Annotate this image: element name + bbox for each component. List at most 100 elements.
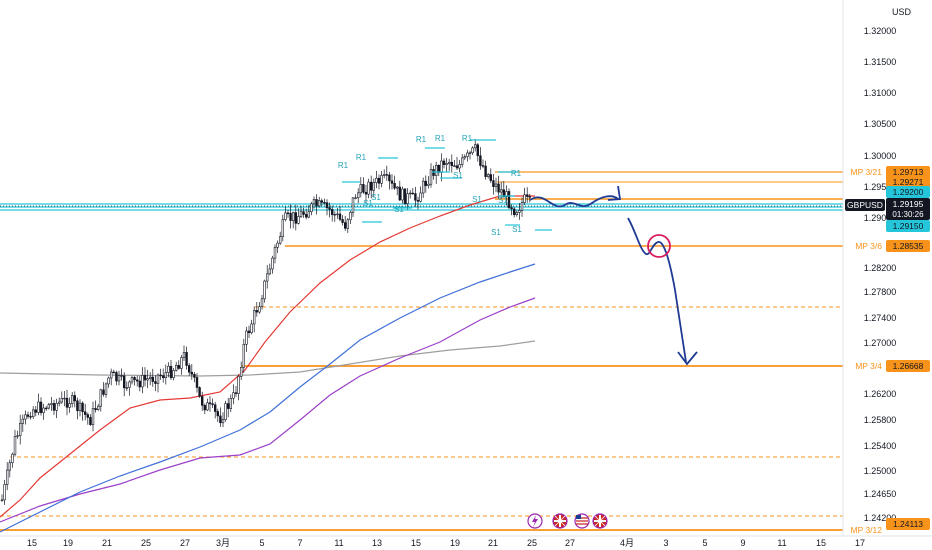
horizontal-levels[interactable] (0, 171, 843, 531)
candle (317, 196, 321, 208)
price-tick: 1.31000 (864, 88, 897, 98)
target-circle[interactable] (647, 234, 671, 258)
candle (343, 216, 347, 231)
level-label: MP 3/6 (855, 241, 882, 251)
candle (123, 372, 126, 397)
candle (354, 194, 357, 200)
candle (39, 397, 43, 416)
lightning-icon[interactable] (527, 513, 543, 529)
price-tick: 1.31500 (864, 57, 897, 67)
uk-flag-icon[interactable] (552, 513, 568, 529)
last-price: 1.29195 (893, 199, 924, 209)
candle (193, 371, 196, 383)
time-tick: 17 (855, 538, 865, 548)
price-badge: 1.28535 (893, 241, 924, 251)
candle (388, 171, 391, 190)
candle (221, 412, 225, 428)
candle (403, 187, 407, 205)
candle (18, 414, 22, 445)
price-tick: 1.28200 (864, 263, 897, 273)
candle (11, 452, 14, 468)
candle (234, 386, 238, 397)
price-badge: 1.29150 (893, 221, 924, 231)
candle (172, 368, 175, 381)
candle (325, 199, 329, 216)
time-tick: 9 (740, 538, 745, 548)
candle (421, 177, 425, 199)
candle (167, 362, 170, 378)
candle (232, 384, 235, 405)
time-tick: 21 (102, 538, 112, 548)
level-labels: MP 3/21 MP 3/6 MP 3/4 MP 3/12 (850, 167, 882, 535)
candle (110, 368, 113, 386)
candle (333, 211, 336, 222)
candle (502, 180, 505, 198)
candle (24, 410, 27, 425)
candle (206, 398, 209, 412)
candle (84, 403, 87, 421)
candle (242, 338, 245, 373)
candle (201, 391, 204, 411)
level-label: MP 3/4 (855, 361, 882, 371)
candle (73, 391, 77, 408)
candle (406, 188, 409, 210)
event-icons[interactable] (527, 513, 608, 529)
projection-down-path[interactable] (627, 217, 687, 363)
pivot-label: S1 (491, 228, 501, 237)
candle (255, 302, 258, 317)
candle (120, 368, 123, 381)
ma-purple-line[interactable] (0, 297, 536, 523)
candlesticks[interactable] (0, 139, 532, 505)
candle (414, 186, 417, 207)
price-badge: 1.24113 (893, 519, 923, 529)
projection-drawing[interactable] (529, 185, 698, 366)
time-axis-ticks: 15 19 21 25 27 3月 5 7 11 13 15 19 21 25 27 4月 3 5 9 11 15 17 (27, 538, 865, 548)
candle (211, 398, 214, 408)
candle (258, 302, 261, 314)
price-badge: 1.29713 (893, 167, 924, 177)
candle (395, 185, 399, 196)
candle (369, 175, 373, 199)
candle (302, 207, 305, 218)
price-badge-bg (886, 360, 930, 372)
candle (102, 382, 105, 397)
us-flag-icon[interactable] (574, 513, 590, 529)
uk-flag-icon-2[interactable] (592, 513, 608, 529)
candle (156, 373, 160, 393)
ma-blue-line[interactable] (0, 263, 536, 533)
time-tick: 27 (180, 538, 190, 548)
candle (367, 178, 370, 199)
candle (466, 149, 469, 162)
candle (447, 158, 451, 171)
candle (455, 156, 459, 170)
price-tick: 1.26200 (864, 389, 897, 399)
candle (411, 188, 414, 195)
candle (281, 214, 284, 242)
candle (133, 376, 136, 386)
candle (286, 209, 290, 218)
candle (359, 177, 362, 198)
candle (89, 414, 92, 426)
candle (237, 374, 240, 401)
candle (315, 194, 318, 215)
candle (185, 346, 188, 370)
time-tick: 5 (259, 538, 264, 548)
candle (107, 376, 110, 388)
projection-wave[interactable] (529, 195, 619, 208)
time-tick: 5 (702, 538, 707, 548)
candle (55, 398, 58, 419)
candle (364, 184, 368, 203)
time-tick: 4月 (620, 538, 634, 548)
countdown: 01:30:26 (892, 210, 924, 219)
ma-red-line[interactable] (0, 195, 535, 518)
time-tick: 15 (411, 538, 421, 548)
price-tick: 1.27800 (864, 287, 897, 297)
candle (253, 306, 256, 333)
price-badge-bg (886, 186, 930, 198)
candle (13, 429, 17, 457)
candle (208, 395, 212, 412)
pivot-label: R1 (435, 134, 446, 143)
time-tick: 11 (334, 538, 343, 548)
candle (312, 196, 316, 209)
